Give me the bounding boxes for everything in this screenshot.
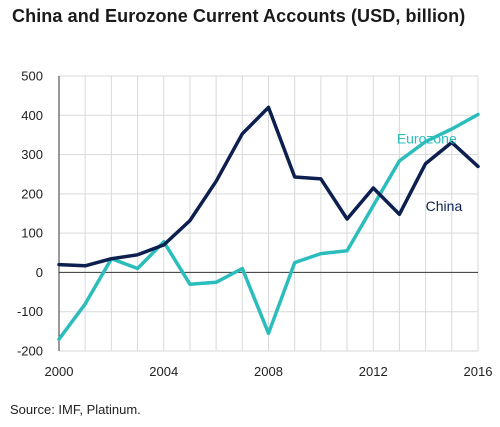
y-tick-label: 400 (21, 108, 43, 123)
x-tick-label: 2008 (254, 364, 283, 379)
series-lines (57, 105, 480, 341)
chart-title: China and Eurozone Current Accounts (USD… (12, 6, 466, 26)
series-line-china (57, 105, 480, 268)
x-axis-ticks: 2000 2004 2008 2012 2016 (45, 364, 493, 379)
series-label-eurozone: Eurozone (397, 131, 457, 147)
y-tick-label: 0 (36, 265, 43, 280)
x-tick-label: 2000 (45, 364, 74, 379)
y-tick-label: 100 (21, 226, 43, 241)
y-axis-ticks: -200 -100 0 100 200 300 400 500 (17, 69, 43, 359)
y-tick-label: -100 (17, 304, 43, 319)
series-labels: China Eurozone (397, 131, 463, 214)
source-note: Source: IMF, Platinum. (10, 402, 141, 417)
x-tick-label: 2016 (464, 364, 493, 379)
series-line-eurozone (57, 112, 480, 341)
y-tick-label: -200 (17, 344, 43, 359)
x-tick-label: 2012 (359, 364, 388, 379)
x-tick-label: 2004 (149, 364, 178, 379)
y-tick-label: 300 (21, 147, 43, 162)
y-tick-label: 500 (21, 69, 43, 84)
series-label-china: China (426, 198, 463, 214)
gridlines (59, 75, 479, 352)
y-tick-label: 200 (21, 186, 43, 201)
axes (58, 76, 478, 351)
